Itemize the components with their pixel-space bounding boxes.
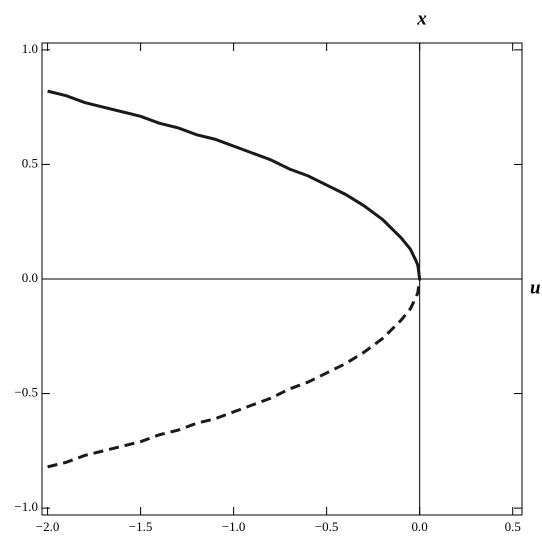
curve xyxy=(47,278,422,469)
x-tick-label: −2.0 xyxy=(36,519,60,534)
y-axis-label: x xyxy=(416,8,427,29)
y-tick-label: −0.5 xyxy=(14,385,38,400)
x-tick-label: −0.5 xyxy=(315,519,339,534)
x-axis-label: u xyxy=(530,277,541,298)
x-tick-label: 0.5 xyxy=(505,519,521,534)
curve xyxy=(47,89,422,280)
y-tick-label: 0.5 xyxy=(22,155,38,170)
y-tick-label: 0.0 xyxy=(22,270,38,285)
x-tick-label: 0.0 xyxy=(412,519,428,534)
y-tick-label: 1.0 xyxy=(22,41,38,56)
x-tick-label: −1.5 xyxy=(129,519,153,534)
x-tick-label: −1.0 xyxy=(222,519,246,534)
y-tick-label: −1.0 xyxy=(14,499,38,514)
